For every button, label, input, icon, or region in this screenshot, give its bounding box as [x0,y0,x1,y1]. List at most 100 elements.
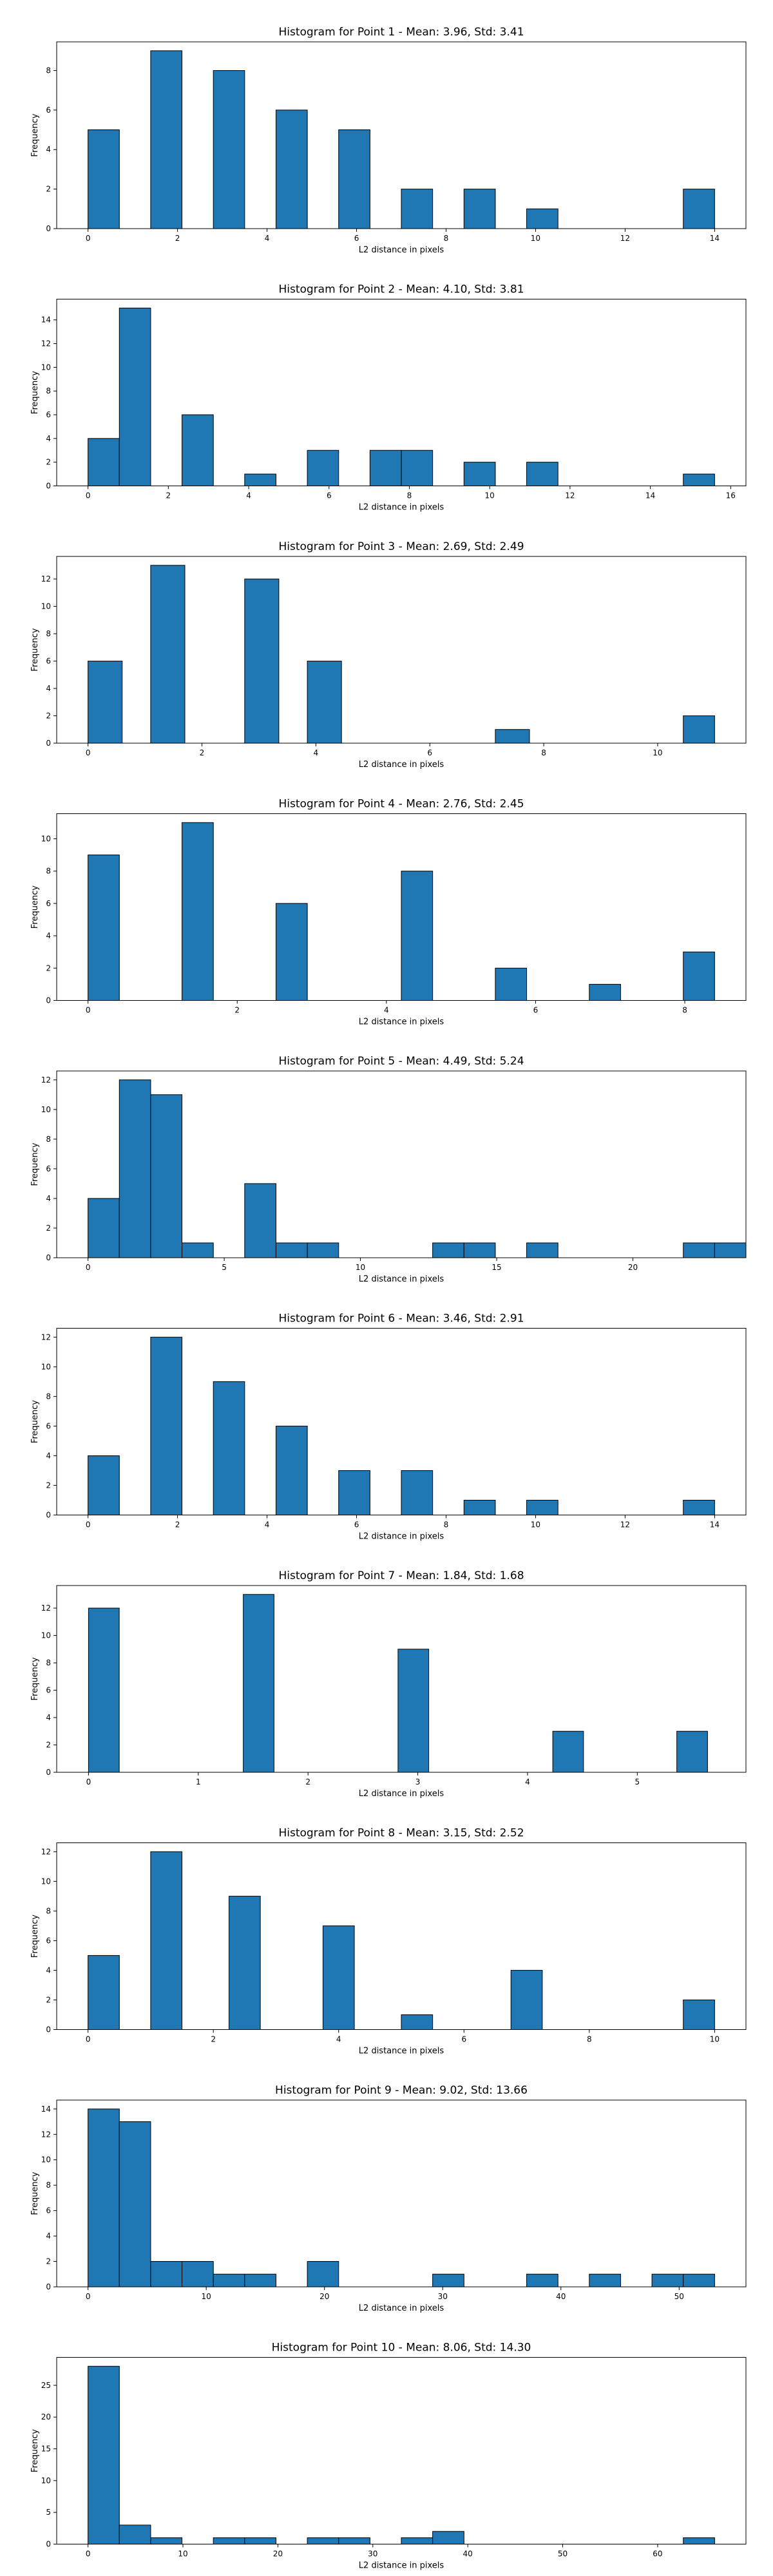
histogram-bar [401,2014,434,2031]
y-tick-label: 8 [46,1392,51,1401]
histogram-bar [526,1242,558,1258]
histogram-panel-10: Histogram for Point 10 - Mean: 8.06, Std… [30,2342,747,2571]
chart-title: Histogram for Point 8 - Mean: 3.15, Std:… [278,1827,524,1840]
histogram-bar [88,855,120,1001]
histogram-bar [150,1094,183,1258]
histogram-bar [432,2273,464,2287]
histogram-bar [182,414,214,486]
x-tick-label: 15 [491,1263,501,1272]
histogram-bar [119,307,151,486]
x-tick-label: 6 [354,234,359,243]
axes-frame [56,1585,747,1773]
y-axis-title: Frequency [30,886,40,929]
histogram-bar [229,1895,261,2031]
y-tick-label: 5 [46,2508,51,2517]
y-axis-title: Frequency [30,113,40,156]
y-tick-label: 6 [46,1164,51,1173]
histogram-bar [589,983,621,1001]
y-tick-label: 8 [46,2181,51,2190]
y-tick-label: 6 [46,106,51,115]
histogram-bar [213,1381,245,1516]
x-tick-label: 5 [635,1777,640,1786]
histogram-bar [275,1425,308,1516]
histogram-bar [244,2537,276,2544]
histogram-panel-7: Histogram for Point 7 - Mean: 1.84, Std:… [30,1569,747,1799]
chart-title: Histogram for Point 10 - Mean: 8.06, Std… [272,2342,531,2354]
y-tick-label: 0 [46,2540,51,2549]
histogram-bar [526,462,558,487]
histogram-bar [463,462,496,487]
y-tick-label: 20 [41,2412,51,2421]
x-tick-label: 0 [86,1263,91,1272]
y-tick-label: 6 [46,1686,51,1695]
y-tick-label: 10 [41,1877,51,1886]
y-tick-label: 2 [46,963,51,972]
x-tick-label: 2 [175,234,180,243]
histogram-bar [150,1336,183,1516]
y-tick-label: 4 [46,684,51,693]
y-tick-label: 6 [46,899,51,908]
axes-frame [56,1328,747,1515]
histogram-bar [307,450,339,486]
x-tick-label: 2 [200,748,205,757]
histogram-bar [683,189,715,229]
histogram-bar [244,2273,276,2287]
y-tick-label: 12 [41,1847,51,1856]
histogram-bar [683,1999,715,2031]
x-tick-label: 4 [314,748,319,757]
y-tick-label: 0 [46,2282,51,2291]
x-tick-label: 2 [211,2035,216,2044]
axes-frame [56,2099,747,2287]
histogram-bar [338,129,370,229]
axes-frame [56,41,747,229]
histogram-panel-1: Histogram for Point 1 - Mean: 3.96, Std:… [30,26,747,255]
axes-frame [56,1842,747,2030]
y-tick-label: 0 [46,1253,51,1262]
x-tick-label: 4 [384,1006,389,1015]
histogram-bar [150,1851,183,2031]
x-tick-label: 20 [628,1263,638,1272]
y-axis-title: Frequency [30,1400,40,1443]
x-axis-title: L2 distance in pixels [359,1274,444,1284]
y-axis-title: Frequency [30,1142,40,1186]
x-axis-title: L2 distance in pixels [359,245,444,255]
x-tick-label: 4 [265,234,270,243]
y-tick-label: 10 [41,1631,51,1640]
x-axis-title: L2 distance in pixels [359,1018,444,1027]
histogram-bar [88,2108,120,2287]
x-tick-label: 40 [556,2292,566,2301]
x-tick-label: 5 [222,1263,227,1272]
histogram-bar [495,729,530,744]
x-tick-label: 6 [427,748,432,757]
histogram-bar [244,473,276,486]
y-tick-label: 10 [41,363,51,372]
histogram-bar [182,2261,214,2287]
y-tick-label: 10 [41,1105,51,1114]
x-tick-label: 0 [86,1777,91,1786]
histogram-bar [88,661,123,744]
histogram-bar [683,951,715,1001]
axes-frame [56,299,747,486]
y-tick-label: 8 [46,1906,51,1915]
y-tick-label: 6 [46,657,51,666]
x-tick-label: 8 [444,234,449,243]
x-tick-label: 10 [202,2292,211,2301]
y-tick-label: 25 [41,2381,51,2390]
histogram-bar [401,189,434,229]
x-tick-label: 12 [620,1520,630,1530]
x-tick-label: 20 [273,2550,283,2559]
y-tick-label: 0 [46,2025,51,2034]
x-tick-label: 2 [305,1777,310,1786]
y-tick-label: 6 [46,1421,51,1430]
x-tick-label: 0 [86,1520,91,1530]
histogram-panel-5: Histogram for Point 5 - Mean: 4.49, Std:… [30,1055,747,1284]
histogram-bar [401,450,434,486]
x-tick-label: 20 [320,2292,329,2301]
x-tick-label: 10 [531,234,540,243]
histogram-bar [307,661,342,744]
histogram-bar [589,2273,621,2287]
y-axis-title: Frequency [30,1657,40,1700]
x-tick-label: 10 [178,2550,187,2559]
histogram-panel-4: Histogram for Point 4 - Mean: 2.76, Std:… [30,798,747,1027]
x-tick-label: 30 [368,2550,377,2559]
